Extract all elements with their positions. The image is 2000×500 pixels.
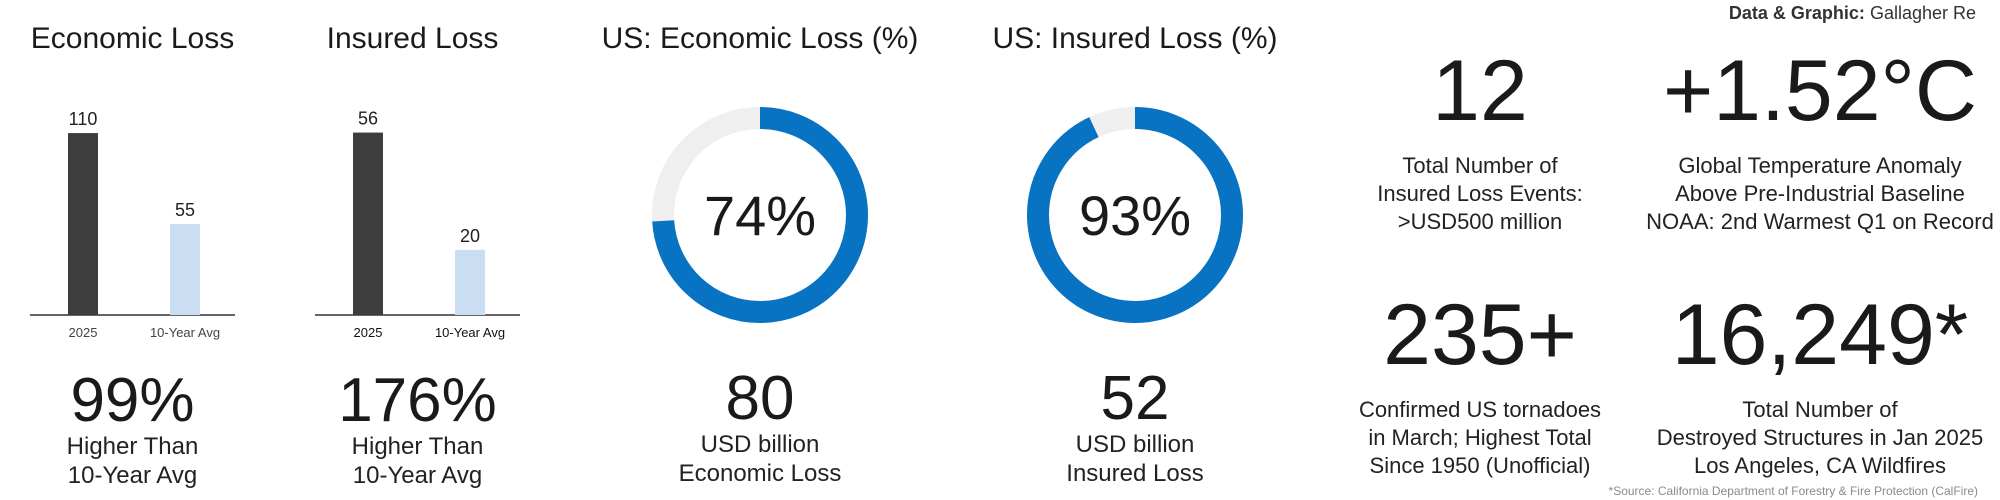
us-insured-loss-summary-text: USD billion Insured Loss — [965, 430, 1305, 488]
economic-loss-summary-line1: Higher Than — [66, 433, 199, 460]
us-economic-loss-summary-value: 80 — [725, 364, 795, 433]
economic-loss-value-10yr: 55 — [175, 200, 195, 220]
stat-structures-desc: Total Number of Destroyed Structures in … — [1640, 396, 2000, 480]
insured-loss-summary-value: 176% — [338, 366, 497, 435]
credit-value: Gallagher Re — [1869, 3, 1976, 23]
stat-temperature-line1: Global Temperature Anomaly — [1678, 153, 1962, 178]
us-economic-loss-arc — [652, 107, 868, 323]
stat-insured-events-desc: Total Number of Insured Loss Events: >US… — [1320, 152, 1640, 236]
us-insured-loss-donut: 93% — [1027, 107, 1243, 323]
us-economic-loss-center-label: 74% — [704, 184, 816, 247]
credit-label: Data & Graphic: — [1728, 3, 1865, 23]
stat-tornadoes-line3: Since 1950 (Unofficial) — [1369, 453, 1591, 478]
stat-structures-line3: Los Angeles, CA Wildfires — [1694, 453, 1946, 478]
us-economic-loss-summary-line1: USD billion — [700, 431, 820, 458]
stat-tornadoes-line1: Confirmed US tornadoes — [1358, 397, 1602, 422]
stat-structures-value: 16,249* — [1671, 287, 1969, 383]
stat-structures-line1: Total Number of — [1742, 397, 1898, 422]
stat-temperature-line2: Above Pre-Industrial Baseline — [1675, 181, 1965, 206]
stat-tornadoes-desc: Confirmed US tornadoes in March; Highest… — [1320, 396, 1640, 480]
stat-tornadoes: 235+ Confirmed US tornadoes in March; Hi… — [1320, 292, 1640, 480]
insured-loss-summary-line1: Higher Than — [351, 433, 484, 460]
economic-loss-bar-10yr — [170, 224, 200, 315]
stat-tornadoes-value: 235+ — [1383, 287, 1577, 383]
source-footnote: *Source: California Department of Forest… — [1608, 484, 1978, 498]
economic-loss-bar-2025 — [68, 133, 98, 315]
stat-temperature-value: +1.52°C — [1662, 43, 1978, 139]
economic-loss-tick-2025: 2025 — [69, 325, 98, 340]
us-economic-loss-title: US: Economic Loss (%) — [601, 22, 919, 55]
us-economic-loss-summary-text: USD billion Economic Loss — [590, 430, 930, 488]
economic-loss-bar-chart: 110 55 2025 10-Year Avg — [30, 109, 235, 340]
stat-temperature-anomaly: +1.52°C Global Temperature Anomaly Above… — [1640, 48, 2000, 236]
stat-destroyed-structures: 16,249* Total Number of Destroyed Struct… — [1640, 292, 2000, 480]
economic-loss-title: Economic Loss — [30, 22, 235, 55]
economic-loss-tick-10yr: 10-Year Avg — [150, 325, 220, 340]
insured-loss-title: Insured Loss — [326, 22, 499, 55]
stat-insured-events-line2: Insured Loss Events: — [1377, 181, 1583, 206]
economic-loss-summary-text: Higher Than 10-Year Avg — [0, 432, 265, 490]
insured-loss-value-2025: 56 — [358, 109, 378, 129]
insured-loss-summary-line2: 10-Year Avg — [352, 462, 483, 489]
credit-line: Data & Graphic: Gallagher Re — [1729, 3, 1976, 24]
us-insured-loss-summary-line1: USD billion — [1075, 431, 1195, 458]
insured-loss-bar-10yr — [455, 249, 485, 315]
us-insured-loss-center-label: 93% — [1079, 184, 1191, 247]
us-economic-loss-summary-line2: Economic Loss — [678, 460, 842, 487]
us-insured-loss-title: US: Insured Loss (%) — [992, 22, 1278, 55]
us-insured-loss-summary-value: 52 — [1100, 364, 1170, 433]
stat-insured-events-line1: Total Number of — [1402, 153, 1558, 178]
us-insured-loss-summary-line2: Insured Loss — [1066, 460, 1204, 487]
economic-loss-summary-value: 99% — [70, 366, 195, 435]
insured-loss-value-10yr: 20 — [460, 226, 480, 246]
economic-loss-summary-line2: 10-Year Avg — [67, 462, 198, 489]
us-insured-loss-arc — [1027, 107, 1243, 323]
insured-loss-tick-2025: 2025 — [354, 325, 383, 340]
insured-loss-bar-2025 — [353, 132, 383, 315]
stat-tornadoes-line2: in March; Highest Total — [1368, 425, 1592, 450]
insured-loss-bar-chart: 56 20 2025 10-Year Avg — [315, 109, 520, 340]
stat-temperature-desc: Global Temperature Anomaly Above Pre-Ind… — [1640, 152, 2000, 236]
stat-temperature-line3: NOAA: 2nd Warmest Q1 on Record — [1646, 209, 1994, 234]
stat-structures-line2: Destroyed Structures in Jan 2025 — [1656, 425, 1984, 450]
economic-loss-value-2025: 110 — [69, 109, 98, 129]
insured-loss-tick-10yr: 10-Year Avg — [435, 325, 505, 340]
stat-insured-events-value: 12 — [1432, 43, 1528, 139]
stat-insured-events: 12 Total Number of Insured Loss Events: … — [1320, 48, 1640, 236]
us-economic-loss-donut: 74% — [652, 107, 868, 323]
insured-loss-summary-text: Higher Than 10-Year Avg — [285, 432, 550, 490]
stat-insured-events-line3: >USD500 million — [1397, 209, 1563, 234]
